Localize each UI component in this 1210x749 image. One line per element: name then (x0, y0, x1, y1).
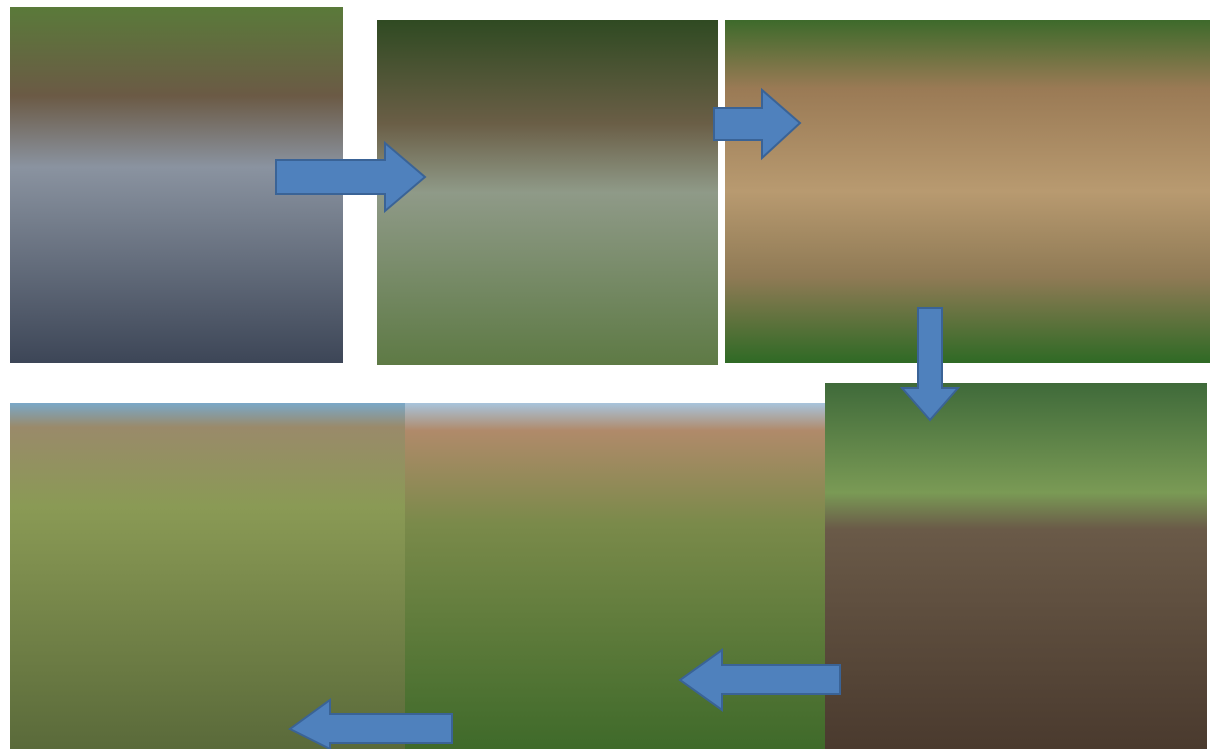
arrow-down (899, 307, 961, 422)
arrow-left (678, 648, 841, 712)
arrows (275, 87, 961, 749)
photo-tree-measuring (405, 403, 825, 749)
arrow-right (713, 87, 802, 161)
photo-grown-trees (10, 403, 405, 749)
photo-nursery-beds (377, 20, 718, 365)
photo-field-planting (825, 383, 1207, 749)
photo-shade-structure (725, 20, 1210, 363)
arrow-right (275, 140, 427, 214)
arrow-left (288, 698, 453, 749)
